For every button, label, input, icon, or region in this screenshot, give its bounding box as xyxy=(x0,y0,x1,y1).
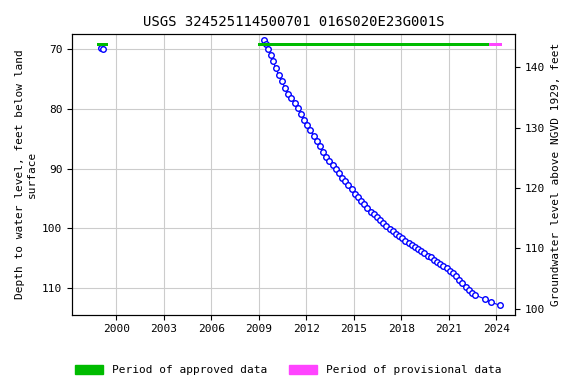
Y-axis label: Depth to water level, feet below land
surface: Depth to water level, feet below land su… xyxy=(15,50,37,300)
Title: USGS 324525114500701 016S020E23G001S: USGS 324525114500701 016S020E23G001S xyxy=(143,15,445,29)
Y-axis label: Groundwater level above NGVD 1929, feet: Groundwater level above NGVD 1929, feet xyxy=(551,43,561,306)
Legend: Period of approved data, Period of provisional data: Period of approved data, Period of provi… xyxy=(71,362,505,379)
